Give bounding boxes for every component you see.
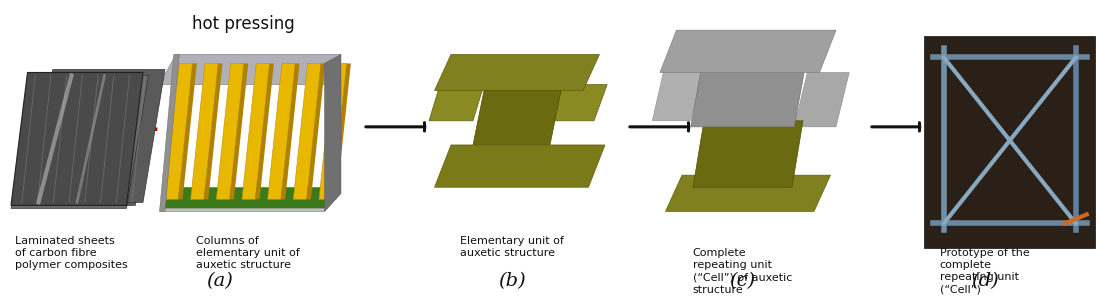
Text: (b): (b) [497, 272, 526, 290]
FancyBboxPatch shape [924, 36, 1094, 248]
Polygon shape [294, 63, 321, 199]
Text: hot pressing: hot pressing [192, 15, 295, 33]
Text: (c): (c) [729, 272, 756, 290]
Polygon shape [319, 63, 346, 199]
Text: Laminated sheets
of carbon fibre
polymer composites: Laminated sheets of carbon fibre polymer… [15, 236, 128, 270]
Text: Prototype of the
complete
repeating unit
(“Cell”): Prototype of the complete repeating unit… [939, 248, 1030, 295]
Polygon shape [28, 69, 165, 202]
Polygon shape [217, 63, 244, 199]
Polygon shape [434, 145, 605, 187]
Polygon shape [165, 63, 192, 199]
Polygon shape [160, 187, 341, 208]
Polygon shape [666, 175, 830, 211]
Polygon shape [230, 63, 249, 199]
Polygon shape [160, 54, 179, 211]
Polygon shape [160, 54, 341, 85]
Polygon shape [429, 85, 484, 121]
Polygon shape [280, 63, 299, 199]
Polygon shape [204, 63, 222, 199]
Polygon shape [190, 63, 218, 199]
Polygon shape [794, 72, 849, 127]
Text: Columns of
elementary unit of
auxetic structure: Columns of elementary unit of auxetic st… [196, 236, 299, 270]
Text: (d): (d) [970, 272, 999, 290]
Polygon shape [652, 72, 702, 121]
Polygon shape [691, 66, 805, 127]
Text: (a): (a) [207, 272, 233, 290]
Polygon shape [307, 63, 326, 199]
Polygon shape [20, 72, 157, 205]
Polygon shape [693, 121, 803, 187]
Polygon shape [160, 193, 341, 211]
Polygon shape [11, 76, 148, 208]
Polygon shape [267, 63, 295, 199]
Polygon shape [242, 63, 270, 199]
Text: +: + [136, 116, 161, 144]
Polygon shape [660, 30, 836, 72]
Polygon shape [255, 63, 274, 199]
Polygon shape [324, 54, 341, 211]
Text: Complete
repeating unit
(“Cell”) of auxetic
structure: Complete repeating unit (“Cell”) of auxe… [693, 248, 792, 295]
Polygon shape [473, 91, 561, 145]
Text: Elementary unit of
auxetic structure: Elementary unit of auxetic structure [460, 236, 563, 258]
Polygon shape [332, 63, 351, 199]
Polygon shape [11, 72, 143, 205]
Polygon shape [178, 63, 197, 199]
Polygon shape [434, 54, 600, 91]
Polygon shape [550, 85, 607, 121]
